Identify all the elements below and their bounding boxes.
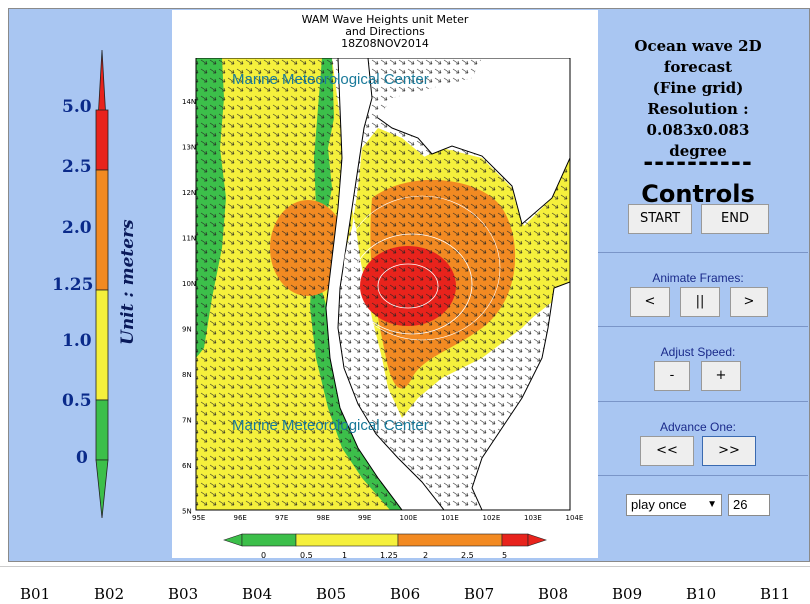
forecast-info: Ocean wave 2D forecast (Fine grid) Resol… — [598, 36, 798, 162]
lat-label: 6N — [182, 462, 192, 470]
map-title-line-1: WAM Wave Heights unit Meter — [301, 13, 469, 26]
slower-button[interactable]: - — [654, 361, 690, 391]
frame-number-input[interactable]: 26 — [728, 494, 770, 516]
lat-label: 11N — [182, 235, 196, 243]
faster-button[interactable]: + — [701, 361, 741, 391]
pause-button[interactable]: || — [680, 287, 720, 317]
lat-label: 12N — [182, 189, 196, 197]
step-back-button[interactable]: << — [640, 436, 694, 466]
play-mode-value: play once — [631, 497, 687, 512]
step-forward-button[interactable]: >> — [702, 436, 756, 466]
lat-label: 13N — [182, 144, 196, 152]
prev-frame-button[interactable]: < — [630, 287, 670, 317]
scale-label-1: 1.0 — [62, 331, 92, 351]
map-colorbar: 0 0.5 1 1.25 2 2.5 5 — [223, 533, 547, 560]
lon-label: 97E — [275, 514, 288, 522]
info-line-2: (Fine grid) — [652, 79, 744, 97]
lat-label: 7N — [182, 417, 192, 425]
map-watermark-top: Marine Meteorological Center — [232, 71, 429, 88]
info-line-1: Ocean wave 2D forecast — [634, 37, 762, 76]
wave-map: Marine Meteorological Center Marine Mete… — [182, 58, 584, 522]
colorbar-label: 2.5 — [461, 551, 474, 560]
lon-label: 102E — [483, 514, 501, 522]
bottom-link-b01[interactable]: B01 — [20, 585, 51, 603]
scale-label-2-5: 2.5 — [62, 157, 92, 177]
divider — [598, 475, 808, 476]
unit-label: Unit : meters — [118, 219, 138, 345]
divider — [598, 401, 808, 402]
colorbar-label: 5 — [502, 551, 507, 560]
bottom-link-b05[interactable]: B05 — [316, 585, 347, 603]
chevron-down-icon: ▼ — [707, 499, 717, 510]
bottom-link-b07[interactable]: B07 — [464, 585, 495, 603]
bottom-link-b03[interactable]: B03 — [168, 585, 199, 603]
map-title: WAM Wave Heights unit Meter and Directio… — [172, 14, 598, 50]
bottom-link-b08[interactable]: B08 — [538, 585, 569, 603]
separator-dashes: ---------- — [643, 148, 753, 176]
lat-label: 8N — [182, 371, 192, 379]
next-frame-button[interactable]: > — [730, 287, 768, 317]
bottom-link-b02[interactable]: B02 — [94, 585, 125, 603]
bottom-link-b09[interactable]: B09 — [612, 585, 643, 603]
info-line-3: Resolution : 0.083x0.083 — [646, 100, 750, 139]
map-title-line-3: 18Z08NOV2014 — [341, 37, 429, 50]
lon-label: 95E — [192, 514, 205, 522]
map-panel: WAM Wave Heights unit Meter and Directio… — [172, 10, 598, 560]
scale-label-1-25: 1.25 — [52, 275, 94, 295]
scale-label-0-5: 0.5 — [62, 391, 92, 411]
bottom-link-bar: B01 B02 B03 B04 B05 B06 B07 B08 B09 B10 B11 — [0, 566, 810, 604]
divider — [598, 252, 808, 253]
lat-label: 5N — [182, 508, 192, 516]
scale-bar — [95, 49, 109, 519]
bottom-link-b10[interactable]: B10 — [686, 585, 717, 603]
scale-panel: 5.0 2.5 2.0 1.25 1.0 0.5 0 Unit : meters — [10, 10, 170, 558]
info-line-4: degree — [669, 142, 727, 160]
colorbar-label: 1.25 — [380, 551, 398, 560]
divider — [598, 326, 808, 327]
lat-label: 9N — [182, 326, 192, 334]
start-button[interactable]: START — [628, 204, 692, 234]
adjust-speed-label: Adjust Speed: — [660, 345, 736, 359]
lon-label: 101E — [441, 514, 459, 522]
colorbar-label: 0 — [261, 551, 266, 560]
lat-label: 10N — [182, 280, 196, 288]
bottom-link-b11[interactable]: B11 — [760, 585, 791, 603]
play-mode-select[interactable]: play once ▼ — [626, 494, 722, 516]
colorbar-label: 2 — [423, 551, 428, 560]
lon-label: 104E — [566, 514, 584, 522]
scale-label-0: 0 — [76, 448, 88, 468]
lon-label: 99E — [358, 514, 371, 522]
controls-title: Controls — [641, 180, 755, 208]
bottom-link-b04[interactable]: B04 — [242, 585, 273, 603]
colorbar-label: 1 — [342, 551, 347, 560]
colorbar-label: 0.5 — [300, 551, 313, 560]
lon-label: 96E — [234, 514, 247, 522]
map-watermark-bottom: Marine Meteorological Center — [232, 417, 429, 434]
map-title-line-2: and Directions — [345, 25, 425, 38]
scale-label-2: 2.0 — [62, 218, 92, 238]
lon-label: 103E — [524, 514, 542, 522]
controls-panel: Ocean wave 2D forecast (Fine grid) Resol… — [598, 10, 808, 558]
scale-label-5: 5.0 — [62, 97, 92, 117]
bottom-link-b06[interactable]: B06 — [390, 585, 421, 603]
lat-label: 14N — [182, 98, 196, 106]
advance-one-label: Advance One: — [659, 420, 737, 434]
end-button[interactable]: END — [701, 204, 769, 234]
animate-frames-label: Animate Frames: — [652, 271, 744, 285]
lon-label: 98E — [317, 514, 330, 522]
lon-label: 100E — [400, 514, 418, 522]
